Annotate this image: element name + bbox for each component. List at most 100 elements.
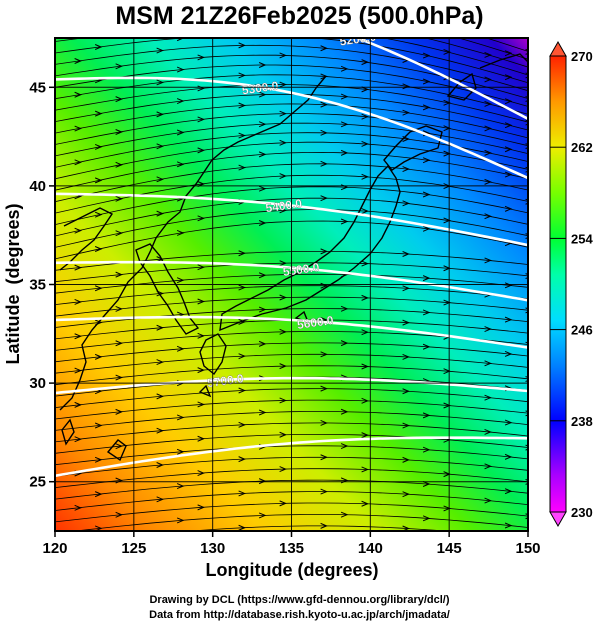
streamline-arrow [238, 132, 246, 139]
streamline-arrow [504, 282, 513, 289]
streamline-arrow [258, 62, 267, 68]
streamline-arrow [176, 229, 185, 236]
streamline-arrow [484, 178, 492, 185]
y-tick-label: 25 [29, 474, 46, 491]
streamline-arrow [422, 446, 431, 453]
streamline-arrow [197, 470, 205, 477]
streamline-arrow [94, 44, 103, 50]
streamline-arrow [258, 185, 267, 192]
streamline-arrow [422, 515, 431, 522]
streamline-arrow [504, 205, 513, 212]
streamline-arrow [279, 110, 287, 117]
x-tick-label: 145 [437, 540, 462, 557]
contour-label: 5300.0 [241, 78, 280, 97]
contour-label: 5400.0 [265, 196, 304, 215]
streamline-arrow [320, 419, 328, 426]
streamline-arrow [361, 432, 369, 439]
y-tick-label: 40 [29, 178, 46, 195]
streamline-arrow [279, 431, 287, 438]
contour-label: 5200.0 [339, 30, 378, 49]
streamline-arrow [156, 462, 164, 468]
streamline-arrow [402, 319, 410, 326]
streamline-arrow [402, 200, 410, 207]
streamline-arrow [115, 443, 123, 450]
streamline-arrow [115, 63, 123, 70]
streamline-arrow [320, 129, 328, 136]
streamline-arrow [361, 500, 369, 507]
streamline-arrow [320, 101, 328, 108]
streamline-arrow [197, 264, 205, 271]
streamline-arrow [156, 111, 164, 118]
streamline-arrow [238, 250, 246, 257]
streamline-arrow [156, 359, 164, 366]
streamline-arrow [320, 160, 328, 167]
streamline-arrow [444, 24, 450, 29]
streamline-arrow [74, 504, 82, 511]
streamline-arrow [484, 463, 492, 470]
streamline-arrow [340, 218, 349, 225]
streamline-arrow [340, 511, 349, 518]
streamline-arrow [238, 284, 246, 291]
streamline-arrow [504, 522, 513, 529]
streamline-arrow [280, 24, 286, 29]
streamline-arrow [279, 328, 287, 335]
x-axis-ticks: 120 125 130 135 140 145 150 [42, 531, 541, 557]
streamline-arrow [484, 429, 492, 435]
x-tick-label: 150 [515, 540, 540, 557]
streamline-arrow [422, 275, 431, 282]
colorbar-tick-label: 270 [571, 49, 593, 64]
streamline-arrow [484, 360, 492, 367]
streamline [423, 38, 528, 68]
streamline-arrow [321, 18, 327, 23]
streamline-arrow [258, 306, 267, 313]
streamline-arrow [361, 397, 369, 404]
streamline-arrow [340, 408, 349, 415]
streamline-arrow [320, 522, 328, 529]
streamline-arrow [422, 412, 431, 419]
streamline-arrow [504, 350, 513, 357]
streamline-arrow [340, 305, 349, 312]
streamline-arrow [238, 456, 246, 463]
streamline-arrow [361, 260, 369, 267]
streamline-arrow [94, 491, 103, 498]
x-tick-label: 125 [121, 540, 146, 557]
chart-title: MSM 21Z26Feb2025 (500.0hPa) [115, 2, 484, 30]
streamline-arrow [504, 316, 513, 323]
colorbar-tick-label: 262 [571, 140, 593, 155]
contour-label: 5700.0 [206, 371, 245, 390]
streamline-arrow [74, 227, 82, 234]
streamline-arrow [94, 110, 103, 117]
streamline-arrow [115, 271, 123, 278]
streamline-arrow [176, 98, 185, 105]
streamline-arrow [177, 4, 183, 9]
streamline-arrow [74, 264, 82, 271]
streamline-arrow [75, 25, 81, 30]
streamline-arrow [485, 532, 491, 537]
streamline-arrow [504, 171, 513, 178]
streamline-arrow [362, 5, 368, 10]
streamline-arrow [279, 500, 287, 507]
streamline-arrow [320, 385, 328, 392]
streamline-arrow [361, 329, 369, 336]
streamline-arrow [341, 11, 347, 16]
streamline-arrow [320, 454, 328, 461]
streamline-arrow [484, 213, 492, 220]
colorbar-max-arrow [549, 40, 567, 57]
streamline-arrow [340, 121, 349, 128]
streamline-arrow [258, 409, 267, 416]
streamline-arrow [422, 78, 431, 85]
streamline-arrow [156, 143, 164, 150]
streamline-arrow [258, 220, 267, 226]
streamline-arrow [176, 517, 185, 524]
credits-data-source: Data from http://database.rish.kyoto-u.a… [149, 609, 450, 621]
streamline-arrow [279, 260, 287, 267]
streamline-arrow [238, 164, 246, 171]
x-tick-label: 130 [200, 540, 225, 557]
streamline-arrow [197, 54, 205, 61]
grid-lines [55, 38, 528, 531]
streamline-arrow [74, 401, 82, 408]
streamline-arrow [156, 393, 164, 400]
streamline-arrow [504, 50, 513, 57]
streamline-arrow [361, 466, 369, 473]
streamline-arrow [74, 436, 82, 443]
